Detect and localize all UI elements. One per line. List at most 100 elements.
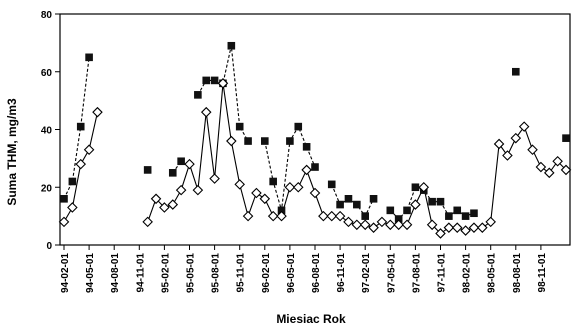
diamond-point (200, 106, 212, 118)
diamond-point (159, 202, 170, 213)
square-point (210, 76, 219, 85)
square-point (261, 137, 269, 145)
square-point (277, 206, 286, 215)
square-point (453, 206, 462, 215)
diamond-series-line (147, 83, 567, 235)
square-point (311, 163, 319, 171)
square-point (227, 41, 236, 50)
y-tick-label: 60 (41, 68, 53, 79)
x-tick-label: 98-08-01 (512, 253, 523, 293)
plot-frame (59, 13, 571, 246)
diamond-point (184, 158, 195, 170)
diamond-point (167, 199, 179, 210)
diamond-point (192, 184, 204, 196)
square-point (470, 209, 478, 218)
y-tick-label: 40 (41, 126, 53, 137)
x-tick-label: 97-05-01 (386, 253, 397, 293)
square-point (436, 197, 445, 206)
square-point (386, 206, 395, 215)
diamond-point (75, 158, 87, 170)
diamond-point (301, 164, 312, 176)
x-tick-label: 95-05-01 (186, 253, 197, 293)
diamond-point (276, 210, 287, 222)
x-tick-label: 94-02-01 (60, 253, 71, 293)
x-tick-label: 98-11-01 (537, 253, 548, 293)
series-markers (58, 41, 572, 239)
square-point (461, 212, 470, 220)
square-point (68, 177, 77, 186)
diamond-point (58, 216, 70, 228)
x-axis: 94-02-01 94-05-01 94-08-01 94-11-01 95-02-01… (60, 245, 548, 293)
plot-area-border (59, 13, 571, 246)
diamond-point (267, 210, 279, 222)
square-point (403, 206, 411, 215)
series-lines (63, 45, 567, 235)
diamond-point (418, 181, 430, 193)
square-point (411, 183, 420, 192)
diamond-point (209, 173, 220, 184)
y-tick-label: 80 (41, 10, 53, 21)
square-series-line (331, 184, 375, 218)
diamond-point (284, 181, 296, 193)
x-tick-label: 97-11-01 (437, 253, 448, 293)
square-point (294, 122, 303, 131)
diamond-point (343, 216, 354, 228)
square-point (302, 143, 311, 151)
diamond-point (142, 216, 153, 228)
diamond-point (251, 187, 262, 199)
x-tick-label: 96-08-01 (311, 253, 322, 293)
diamond-point (552, 155, 563, 167)
diamond-point (493, 138, 505, 150)
diamond-point (560, 164, 572, 176)
square-point (445, 212, 453, 220)
square-point (177, 157, 185, 166)
square-point (394, 215, 403, 223)
x-tick-label: 96-11-01 (336, 253, 347, 293)
diamond-point (150, 193, 162, 205)
x-tick-label: 94-11-01 (135, 253, 146, 293)
diamond-point (401, 219, 413, 231)
square-series-line (63, 57, 90, 200)
diamond-point (309, 187, 321, 199)
square-point (244, 137, 252, 145)
x-tick-label: 96-05-01 (286, 253, 297, 293)
square-point (60, 195, 68, 203)
diamond-point (83, 144, 95, 155)
y-tick-label: 0 (46, 241, 52, 252)
square-point (76, 122, 85, 131)
square-point (344, 195, 353, 203)
diamond-point (92, 106, 103, 118)
square-point (202, 76, 211, 85)
diamond-point (242, 210, 254, 222)
square-point (143, 166, 152, 174)
x-tick-label: 94-05-01 (85, 253, 96, 293)
square-point (327, 180, 336, 189)
diamond-point (393, 219, 404, 231)
diamond-point (326, 210, 338, 222)
square-point (428, 197, 436, 206)
diamond-point (292, 181, 304, 193)
square-point (235, 122, 244, 131)
square-point (361, 212, 369, 220)
x-tick-label: 94-08-01 (110, 253, 121, 293)
diamond-point (410, 199, 421, 210)
square-point (562, 134, 570, 142)
square-point (286, 137, 294, 145)
x-tick-label: 95-02-01 (160, 253, 171, 293)
square-point (512, 67, 520, 76)
diamond-point (426, 219, 438, 231)
diamond-point (351, 219, 363, 231)
y-tick-label: 20 (41, 183, 53, 194)
diamond-point (510, 132, 522, 144)
square-point (336, 200, 344, 209)
y-axis: 0 20 40 60 80 (41, 10, 60, 252)
square-point (168, 169, 177, 177)
diamond-point (175, 184, 187, 196)
diamond-point (368, 222, 379, 233)
diamond-point (460, 225, 471, 236)
x-tick-label: 97-08-01 (411, 253, 422, 293)
square-point (194, 91, 202, 99)
square-point (85, 53, 93, 62)
diamond-point (468, 222, 480, 233)
